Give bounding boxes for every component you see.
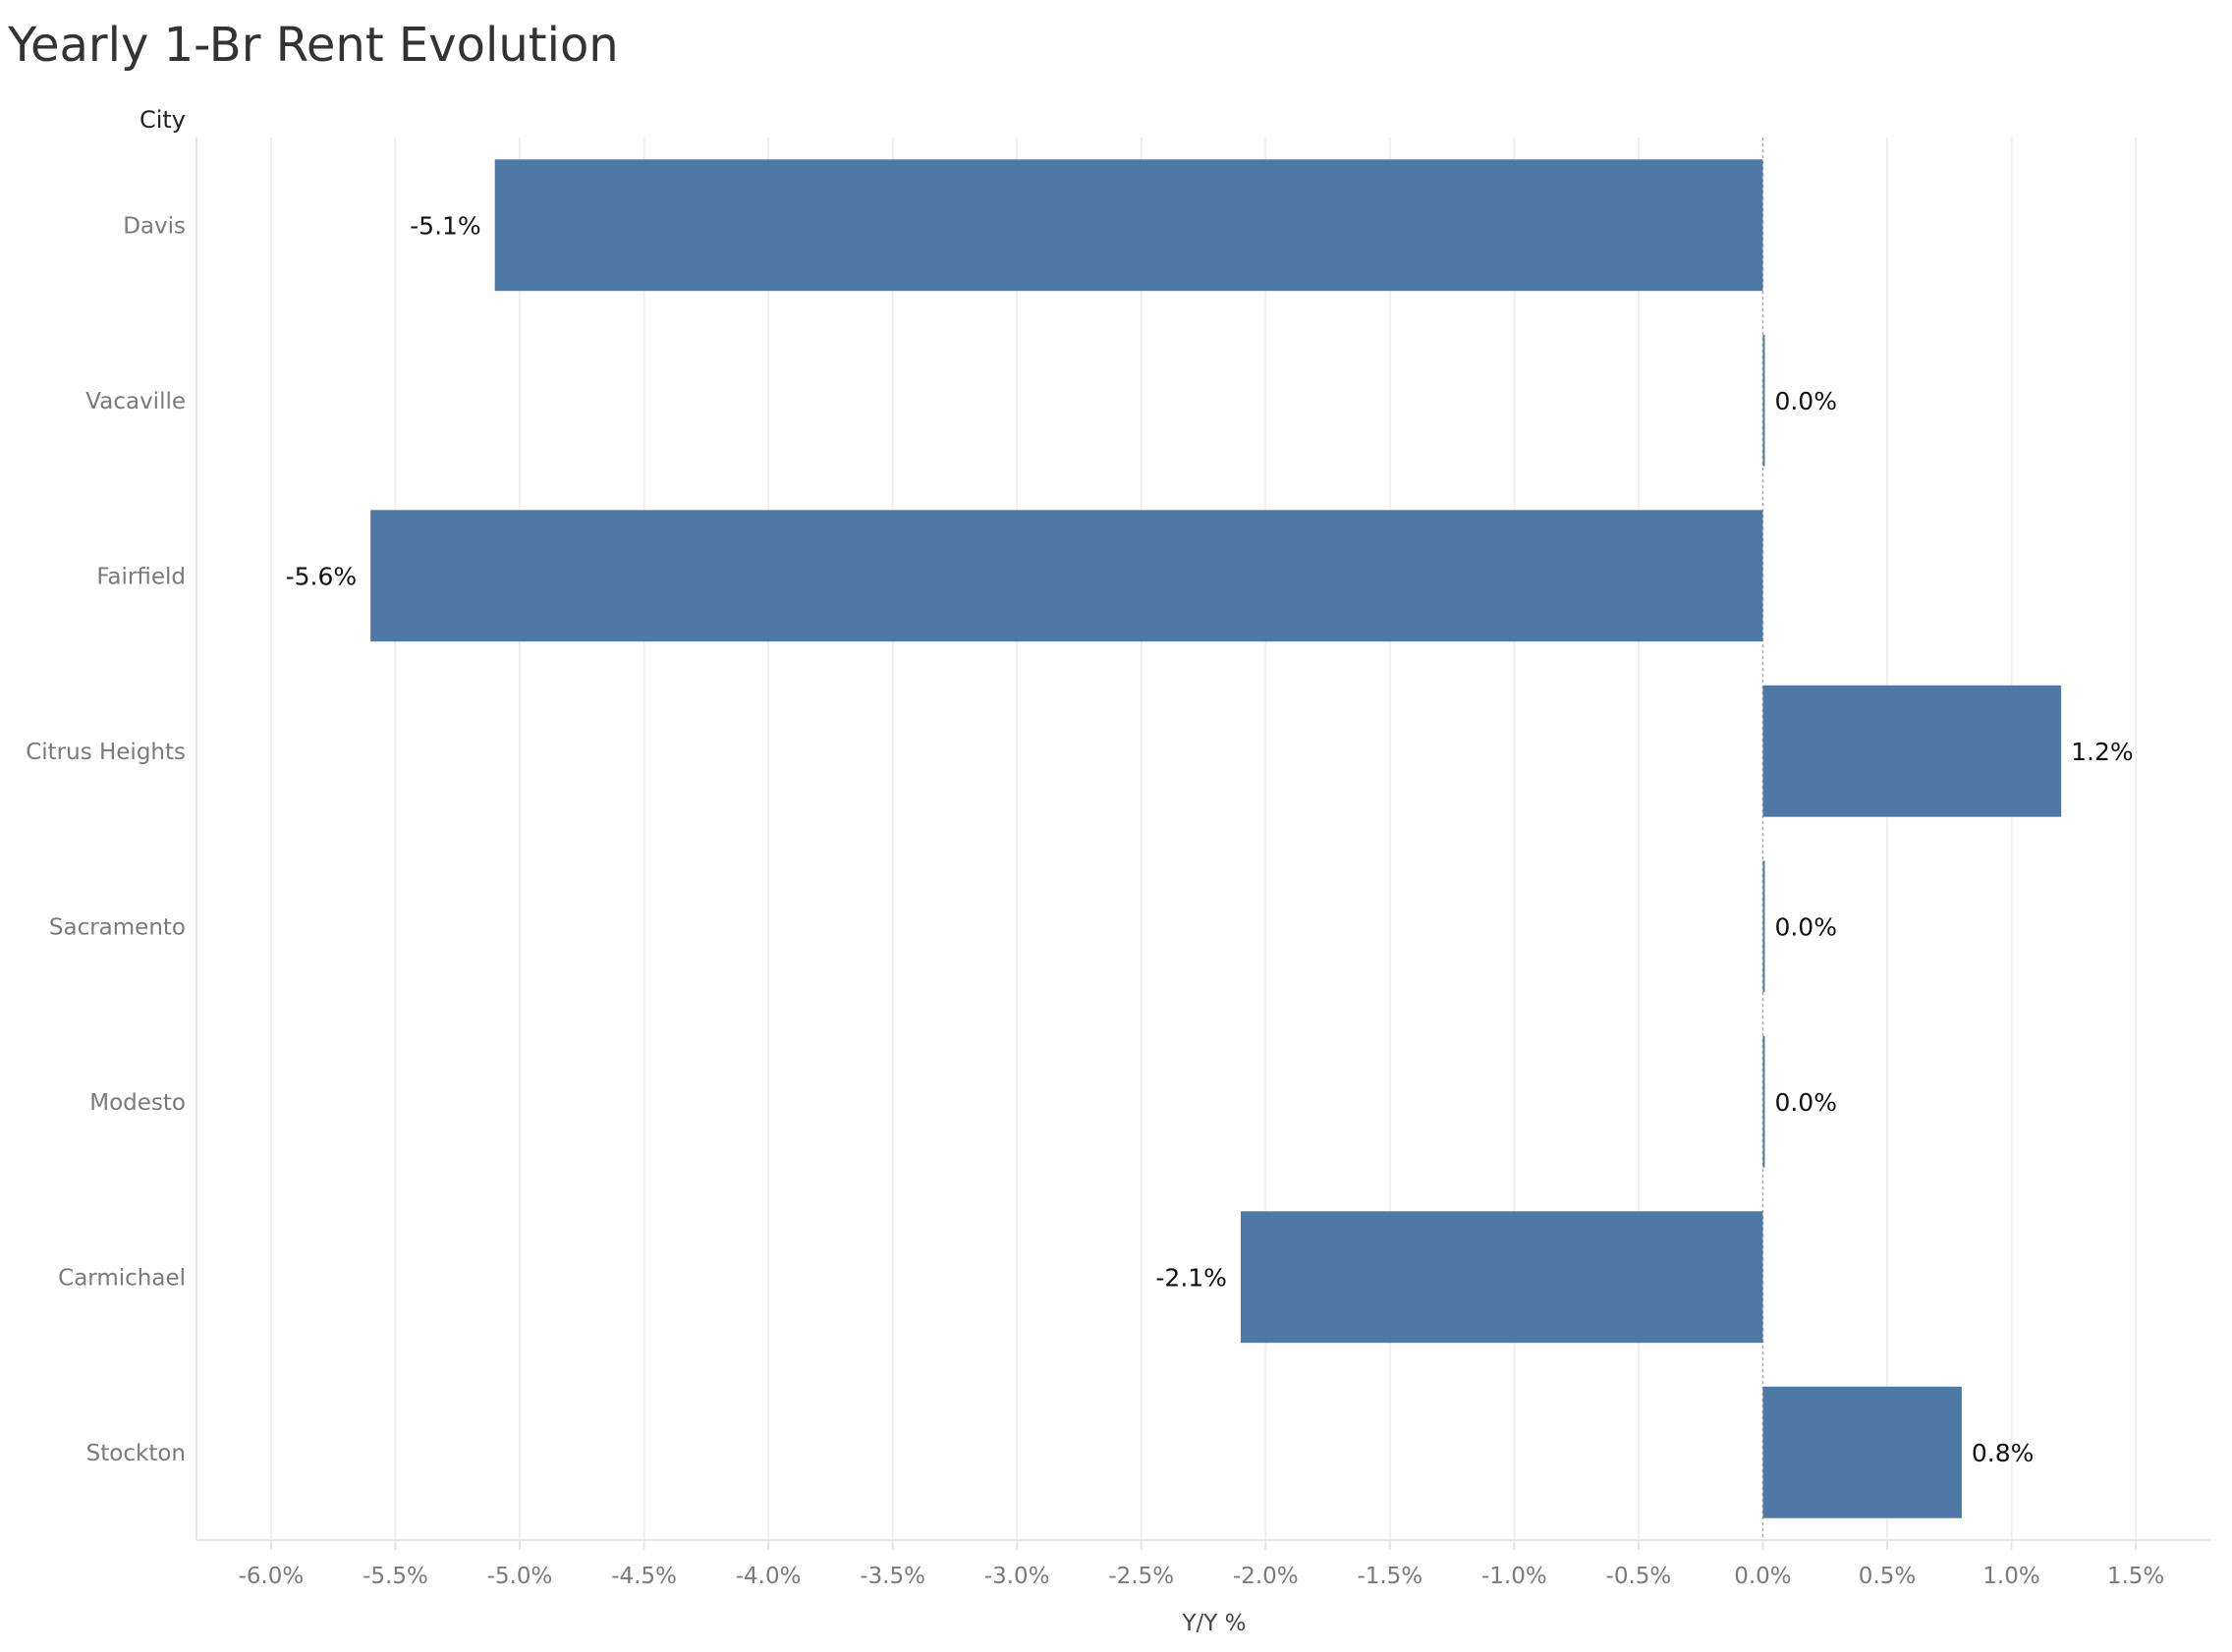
x-tick-label: 1.5% <box>2107 1564 2164 1589</box>
gridlines <box>195 138 2210 1541</box>
chart-title: Yearly 1-Br Rent Evolution <box>8 18 619 73</box>
data-label: 0.8% <box>1972 1439 2035 1467</box>
x-tick-label: 1.0% <box>1982 1564 2039 1589</box>
data-label: 0.0% <box>1774 387 1837 415</box>
x-tick-label: -0.5% <box>1606 1564 1672 1589</box>
bar <box>494 159 1763 292</box>
x-tick-label: 0.0% <box>1734 1564 1791 1589</box>
category-label: Citrus Heights <box>26 740 186 765</box>
x-tick-label: -1.5% <box>1357 1564 1423 1589</box>
x-axis-title: Y/Y % <box>1181 1611 1246 1636</box>
x-tick-label: 0.5% <box>1859 1564 1916 1589</box>
bar <box>1762 685 2062 817</box>
bar <box>370 510 1763 642</box>
data-label: 1.2% <box>2071 738 2134 766</box>
data-label: -2.1% <box>1155 1263 1227 1292</box>
data-label: 0.0% <box>1774 912 1837 941</box>
category-labels: Davis Vacaville Fairfield Citrus Heights Sac… <box>26 213 186 1466</box>
category-label: Modesto <box>89 1090 186 1116</box>
data-label: -5.6% <box>286 562 358 590</box>
x-tick-label: -2.5% <box>1108 1564 1174 1589</box>
category-label: Fairfield <box>96 564 186 589</box>
x-tick-label: -3.5% <box>860 1564 925 1589</box>
x-tick-label: -1.0% <box>1481 1564 1547 1589</box>
bar <box>1762 1386 1962 1518</box>
bar <box>1762 1035 1765 1168</box>
data-label: -5.1% <box>410 211 481 240</box>
category-label: Sacramento <box>49 914 186 940</box>
x-tick-label: -5.0% <box>487 1564 553 1589</box>
category-axis-title: City <box>140 106 186 134</box>
category-label: Stockton <box>86 1441 186 1466</box>
x-tick-label: -4.5% <box>611 1564 677 1589</box>
category-label: Carmichael <box>58 1265 186 1291</box>
category-label: Davis <box>123 213 186 239</box>
x-tick-label: -2.0% <box>1233 1564 1299 1589</box>
x-tick-label: -5.5% <box>363 1564 428 1589</box>
x-tick-label: -6.0% <box>239 1564 305 1589</box>
bar <box>1240 1211 1763 1344</box>
x-tick-label: -3.0% <box>984 1564 1050 1589</box>
x-axis-ticks: -6.0% -5.5% -5.0% -4.5% -4.0% -3.5% -3.0% -2.5%… <box>239 1540 2164 1589</box>
x-tick-label: -4.0% <box>736 1564 802 1589</box>
bars <box>370 159 2062 1518</box>
data-labels: -5.1% 0.0% -5.6% 1.2% 0.0% 0.0% -2.1% 0.8% <box>286 211 2134 1467</box>
bar <box>1762 860 1765 993</box>
bar <box>1762 334 1765 467</box>
category-label: Vacaville <box>85 389 186 414</box>
data-label: 0.0% <box>1774 1088 1837 1117</box>
